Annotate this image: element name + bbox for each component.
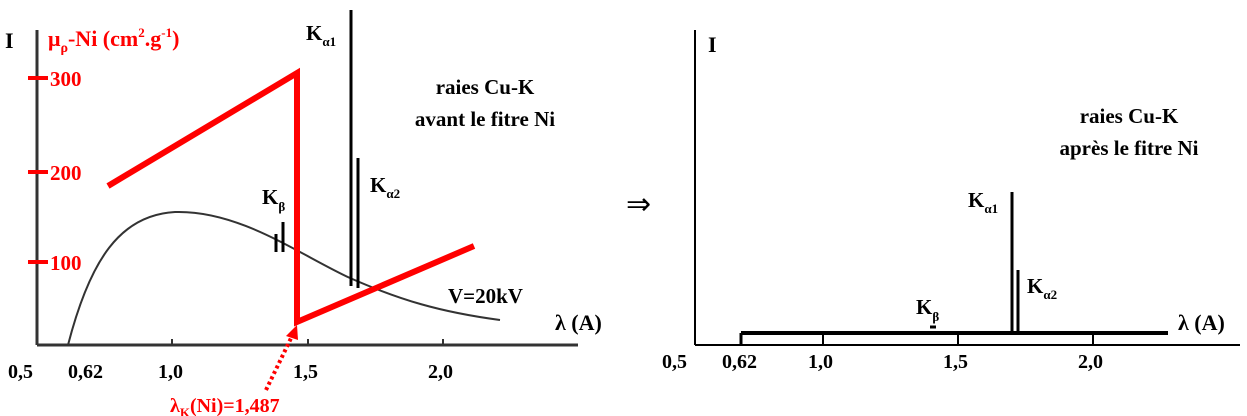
right-k-beta-sub: β — [932, 309, 939, 324]
left-caption-line1: raies Cu-K — [436, 75, 535, 99]
implies-arrow: ⇒ — [626, 187, 651, 222]
right-x-tick-05: 0,5 — [662, 351, 687, 373]
mu-symbol: μ — [48, 26, 61, 51]
left-y-axis-label: I — [5, 28, 14, 53]
right-caption-line2: après le fitre Ni — [1060, 136, 1199, 160]
k-alpha1-label: Kα1 — [306, 21, 336, 49]
k-alpha1-sub: α1 — [322, 34, 336, 49]
left-caption-line2: avant le fitre Ni — [415, 107, 555, 131]
mu-sup-1: 2 — [138, 25, 145, 40]
left-x-tick-15: 1,5 — [293, 361, 318, 383]
right-x-tick-10: 1,0 — [808, 351, 833, 373]
mu-tick-300: 300 — [50, 67, 82, 91]
right-k-alpha1-main: K — [968, 188, 985, 212]
k-alpha2-sub: α2 — [386, 186, 400, 201]
mu-label-mid: -Ni (cm — [68, 26, 138, 51]
k-alpha2-main: K — [370, 173, 387, 197]
left-x-tick-marks — [171, 339, 444, 345]
left-x-tick-20: 2,0 — [428, 361, 453, 383]
mu-label-mid2: .g — [145, 26, 162, 51]
voltage-label: V=20kV — [448, 284, 523, 308]
right-x-tick-20: 2,0 — [1078, 351, 1103, 373]
left-x-tick-062: 0,62 — [68, 361, 103, 383]
left-panel: I μρ-Ni (cm2.g-1) 300 200 100 0,5 0,62 1… — [5, 10, 602, 416]
right-k-alpha1-sub: α1 — [984, 201, 998, 216]
right-x-tick-15: 1,5 — [943, 351, 968, 373]
right-k-alpha2-sub: α2 — [1043, 287, 1057, 302]
right-k-beta-label: Kβ — [916, 295, 939, 324]
k-beta-label: Kβ — [262, 185, 285, 214]
left-x-axis-label: λ (A) — [555, 310, 602, 335]
right-caption-line1: raies Cu-K — [1080, 104, 1179, 128]
right-x-tick-062: 0,62 — [722, 351, 757, 373]
k-alpha1-main: K — [306, 21, 323, 45]
mu-tick-200: 200 — [50, 161, 82, 185]
right-k-alpha2-main: K — [1027, 274, 1044, 298]
right-panel: I raies Cu-K après le fitre Ni Kα1 Kα2 K… — [662, 30, 1240, 373]
absorption-curve — [106, 67, 476, 327]
lambda-k-rest: (Ni)=1,487 — [190, 395, 280, 416]
right-k-alpha2-label: Kα2 — [1027, 274, 1057, 302]
right-x-tick-marks — [822, 333, 1094, 345]
k-beta-lines — [274, 222, 285, 252]
lambda-k-arrowhead — [286, 325, 298, 340]
mu-sup-2: -1 — [161, 25, 172, 40]
mu-tick-marks — [28, 76, 48, 264]
lambda-k-sub: K — [180, 405, 191, 416]
continuous-spectrum-curve — [67, 210, 501, 346]
lambda-k-label: λK(Ni)=1,487 — [170, 395, 280, 416]
k-beta-sub: β — [278, 199, 285, 214]
right-k-beta-main: K — [916, 295, 933, 319]
left-x-tick-05: 0,5 — [8, 361, 33, 383]
mu-subscript: ρ — [60, 41, 68, 56]
mu-label-end: ) — [172, 26, 179, 51]
mu-axis-label: μρ-Ni (cm2.g-1) — [48, 25, 179, 56]
left-x-tick-10: 1,0 — [158, 361, 183, 383]
k-alpha2-label: Kα2 — [370, 173, 400, 201]
right-k-alpha1-label: Kα1 — [968, 188, 998, 216]
right-y-axis-label: I — [708, 32, 717, 57]
lambda-k-main: λ — [170, 395, 180, 416]
k-beta-main: K — [262, 185, 279, 209]
mu-tick-100: 100 — [50, 251, 82, 275]
lambda-k-pointer — [264, 331, 296, 391]
right-x-axis-label: λ (A) — [1178, 310, 1225, 335]
